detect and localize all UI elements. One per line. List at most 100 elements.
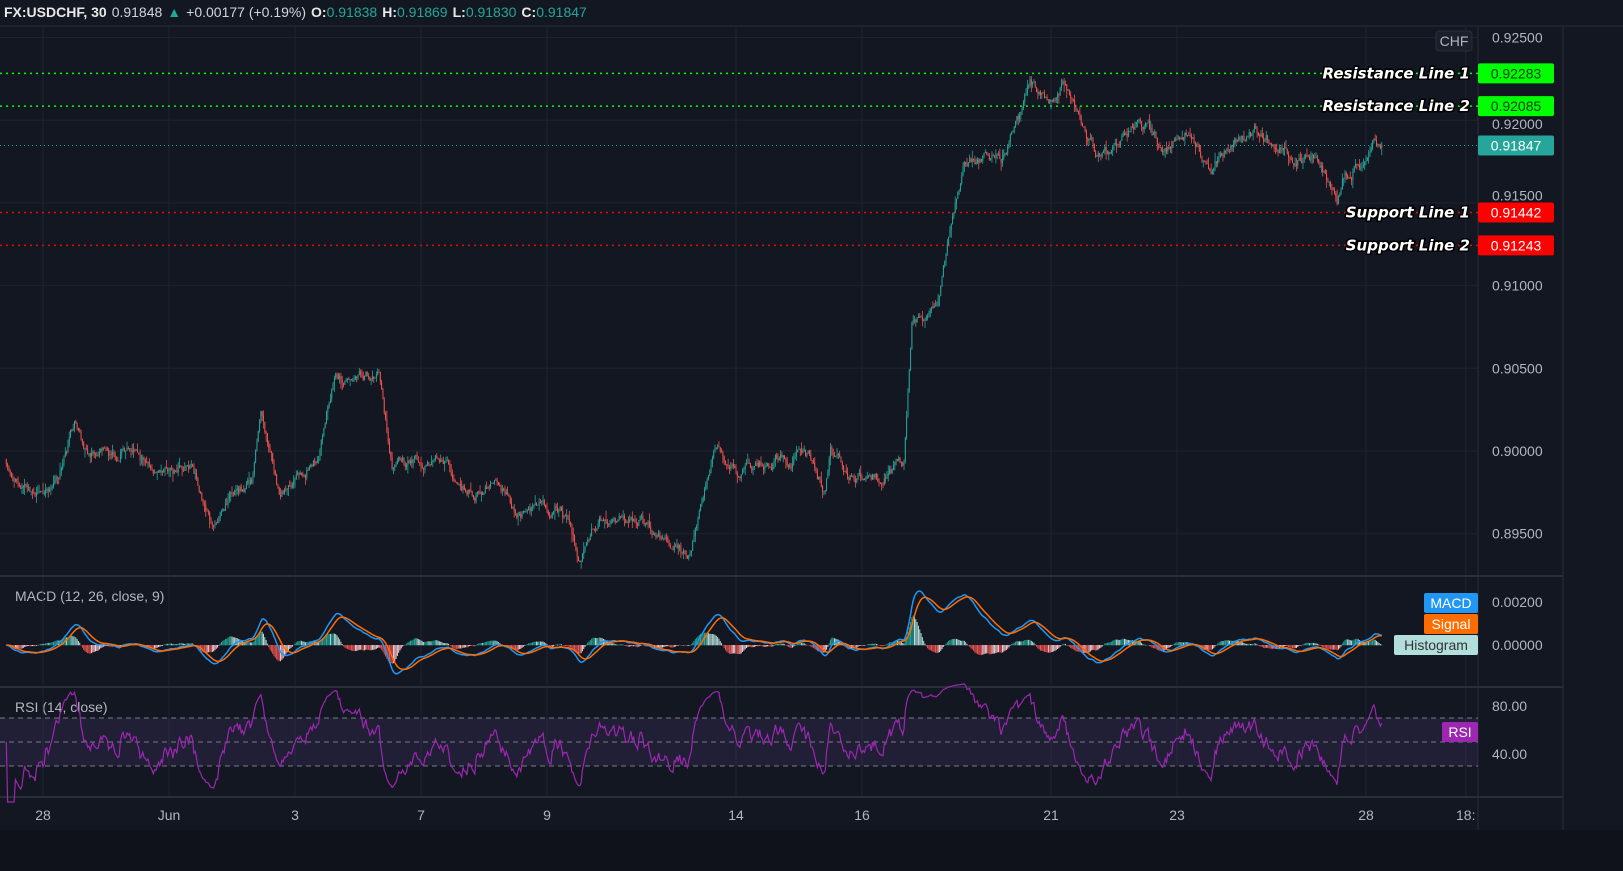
histogram-bar [1214,645,1216,647]
candle-body [828,458,830,472]
candle [684,550,686,555]
currency-badge[interactable] [1435,30,1473,52]
histogram-bar [1026,639,1028,646]
histogram-bar [983,645,985,655]
histogram-bar [14,645,16,649]
candle [789,462,791,469]
candle-body [1118,144,1120,146]
histogram-bar [1169,645,1171,647]
candle [240,483,242,492]
candle [1246,135,1248,142]
candle [940,285,942,297]
candle-body [683,550,684,554]
candle-body [1187,135,1188,137]
candle [625,518,627,524]
candle-body [957,192,959,199]
candle-body [171,468,173,470]
histogram-bar [1055,645,1057,651]
candle [616,520,618,523]
candle [238,486,240,496]
candle-body [56,476,58,478]
candle [1204,160,1206,163]
histogram-bar [1084,645,1086,653]
candle-body [1306,154,1308,157]
candle-body [1011,131,1013,135]
rsi-title[interactable]: RSI (14, close) [15,699,108,715]
candle-body [1020,112,1022,116]
candle [140,454,142,465]
candle [244,487,246,494]
candle [146,456,148,464]
open-label: O: [311,4,327,20]
candle [974,155,976,165]
candle-body [349,379,351,380]
candle [659,530,661,541]
histogram-bar [978,645,980,655]
candle-body [1243,135,1245,140]
histogram-bar [1091,645,1093,651]
histogram-bar [50,642,52,646]
candle [1019,111,1020,123]
candle-body [557,507,558,512]
candle [378,369,380,373]
candle [929,308,931,318]
candle-body [43,493,45,495]
candle-body [1349,178,1351,179]
histogram-bar [492,640,494,646]
candle [1088,138,1090,146]
candle [1225,150,1227,155]
histogram-bar [213,645,215,652]
candle [1009,133,1011,148]
candle [1089,133,1091,141]
candle [571,523,573,543]
candle-body [676,544,678,547]
histogram-bar [953,639,955,646]
candle-body [100,448,102,452]
candle-body [458,483,460,485]
candle [508,493,510,498]
macd-title[interactable]: MACD (12, 26, close, 9) [15,588,165,604]
candle [483,492,485,496]
candle-body [1071,97,1073,100]
histogram-bar [1007,645,1009,649]
candle-body [570,522,572,525]
candle-body [585,541,587,547]
candle-body [810,454,812,461]
candle [1169,146,1171,154]
candle-body [889,469,891,474]
candle-body [398,457,400,462]
candle-body [887,473,889,477]
candle-body [1101,152,1103,157]
histogram-bar [33,645,35,647]
candle [28,484,30,491]
candle [1366,156,1368,162]
candle [806,452,808,458]
candle [1264,138,1266,143]
candle-body [1263,137,1265,142]
candle [1062,79,1064,86]
histogram-bar [956,639,957,646]
candle-body [663,538,665,540]
candle [994,155,996,159]
histogram-bar [1166,645,1167,650]
candle-body [587,540,589,542]
histogram-bar [312,640,314,646]
candle [182,466,184,473]
candle [1361,161,1363,172]
symbol-title[interactable]: FX:USDCHF, 30 [4,4,107,20]
candle [589,533,591,541]
histogram-bar [982,645,984,655]
candle [1064,80,1066,86]
candle [755,461,757,467]
histogram-bar [970,645,972,649]
candle [360,369,362,378]
histogram-bar [1012,643,1014,646]
candle-body [127,448,129,449]
histogram-bar [1364,641,1366,646]
candle-body [131,450,133,452]
candle-body [1378,144,1380,147]
candle [366,371,368,377]
candle [1164,147,1166,159]
